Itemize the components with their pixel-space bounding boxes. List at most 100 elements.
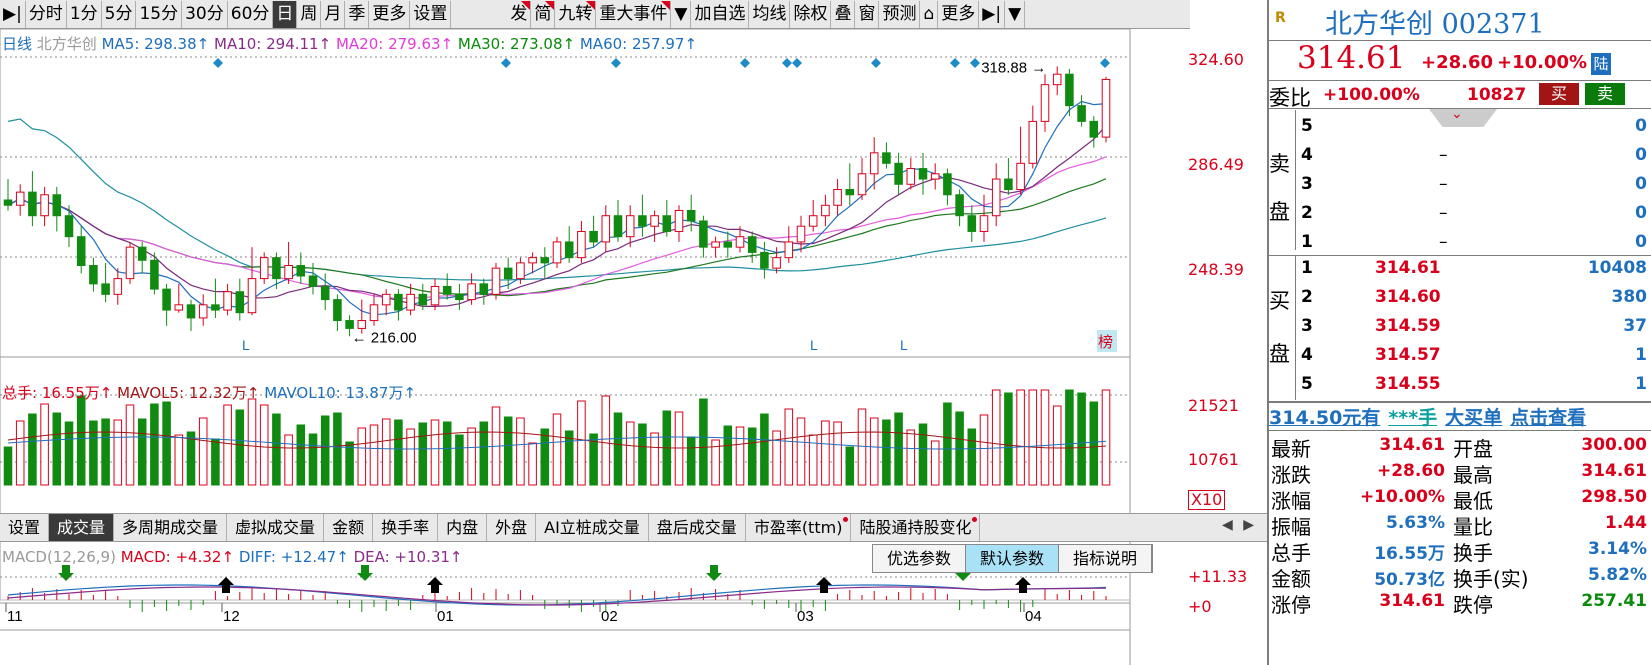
tool-button-2[interactable]: 九转	[555, 0, 597, 28]
toolbar-menu-icon[interactable]: ▶|	[0, 0, 26, 28]
period-tab-2[interactable]: 5分	[102, 0, 137, 28]
total-volume-label: 总手: 16.55万↑	[2, 384, 113, 402]
scroll-right-icon[interactable]: ▶	[1243, 517, 1255, 533]
candle-body	[259, 257, 269, 280]
volume-bar	[418, 422, 428, 486]
period-tab-3[interactable]: 15分	[136, 0, 183, 28]
tool-button-13[interactable]: ▶|	[979, 0, 1006, 28]
tool-button-14[interactable]: ▼	[1005, 0, 1026, 28]
volume-bar	[821, 420, 830, 486]
indicator-tab-1[interactable]: 成交量	[49, 514, 115, 541]
buy-button[interactable]: 买	[1539, 83, 1579, 105]
candle-body	[894, 162, 903, 185]
tool-button-8[interactable]: 叠	[831, 0, 856, 28]
ask-label-top: 卖	[1269, 152, 1290, 176]
period-tab-7[interactable]: 周	[297, 0, 322, 28]
tool-button-6[interactable]: 均线	[749, 0, 791, 28]
current-price: 314.61	[1297, 40, 1406, 76]
indicator-tab-9[interactable]: 盘后成交量	[649, 514, 746, 541]
tool-button-11[interactable]: ⌂	[920, 0, 939, 28]
volume-bar	[467, 427, 476, 486]
candle-body	[320, 285, 330, 301]
tool-button-4[interactable]: ▼	[671, 0, 692, 28]
big-order-item-1[interactable]: ***手	[1388, 407, 1438, 429]
candle-body	[479, 283, 489, 295]
period-tab-9[interactable]: 季	[345, 0, 370, 28]
tool-button-1[interactable]: 简	[531, 0, 556, 28]
indicator-tab-5[interactable]: 换手率	[373, 514, 439, 541]
candle-body	[735, 236, 745, 248]
big-order-item-3[interactable]: 点击查看	[1510, 407, 1587, 429]
candle-body	[64, 215, 74, 238]
volume-bar	[686, 436, 696, 486]
param-button-0[interactable]: 优选参数	[873, 545, 967, 572]
indicator-tab-4[interactable]: 金额	[324, 514, 374, 541]
volume-bar	[125, 404, 135, 486]
volume-bar	[1065, 389, 1074, 486]
period-tab-11[interactable]: 设置	[410, 0, 452, 28]
chevron-down-icon[interactable]: ⌄	[1451, 106, 1463, 122]
indicator-tab-7[interactable]: 外盘	[487, 514, 537, 541]
tool-button-0[interactable]: 发	[507, 0, 532, 28]
tool-button-3[interactable]: 重大事件	[596, 0, 672, 28]
indicator-tab-10[interactable]: 市盈率(ttm)	[746, 514, 852, 541]
period-tab-5[interactable]: 60分	[228, 0, 274, 28]
param-button-1[interactable]: 默认参数	[966, 545, 1060, 572]
indicator-tab-3[interactable]: 虚拟成交量	[227, 514, 325, 541]
kline-chart[interactable]: 318.88 → ← 216.00 L L L 榜 11 12 01 02 03 04	[0, 0, 1190, 665]
sell-button[interactable]: 卖	[1585, 83, 1625, 105]
candle-body	[1077, 105, 1086, 122]
stat-label-right-4: 换手	[1453, 541, 1493, 565]
candle-body	[955, 194, 964, 217]
period-tab-6[interactable]: 日	[273, 0, 298, 28]
ask-price-1: –	[1439, 232, 1448, 252]
tool-button-7[interactable]: 除权	[790, 0, 832, 28]
volume-bar	[894, 412, 903, 486]
volume-bar	[1004, 392, 1013, 486]
volume-axis-top: 21521	[1188, 396, 1239, 415]
period-tab-4[interactable]: 30分	[182, 0, 228, 28]
candle-body	[528, 257, 537, 264]
mavol5-line	[7, 431, 1107, 449]
candle-body	[845, 189, 855, 196]
tool-button-5[interactable]: 加自选	[691, 0, 750, 28]
period-tab-10[interactable]: 更多	[369, 0, 411, 28]
indicator-tab-6[interactable]: 内盘	[438, 514, 488, 541]
candle-body	[162, 288, 171, 311]
tool-button-10[interactable]: 预测	[879, 0, 921, 28]
date-label: 12	[223, 608, 240, 625]
tool-button-12[interactable]: 更多	[938, 0, 980, 28]
volume-bar	[1028, 389, 1038, 486]
big-order-item-0[interactable]: 314.50元有	[1269, 407, 1381, 429]
tab-scroll-arrows[interactable]: ◀ ▶	[1222, 517, 1254, 533]
big-order-item-2[interactable]: 大买单	[1445, 407, 1503, 429]
indicator-tab-11[interactable]: 陆股通持股变化	[851, 514, 981, 541]
param-button-2[interactable]: 指标说明	[1059, 545, 1153, 572]
candle-body	[125, 246, 135, 280]
ask-volume-4: 0	[1635, 145, 1647, 165]
scroll-left-icon[interactable]: ◀	[1222, 517, 1233, 533]
candle-body	[284, 265, 293, 280]
bid-volume-5: 1	[1635, 374, 1647, 394]
indicator-tab-0[interactable]: 设置	[0, 514, 50, 541]
collapse-tab[interactable]	[1429, 109, 1497, 127]
indicator-tab-2[interactable]: 多周期成交量	[114, 514, 228, 541]
indicator-tab-8[interactable]: AI立桩成交量	[536, 514, 649, 541]
candle-body	[186, 304, 196, 319]
candle-body	[15, 191, 25, 206]
ma60-label: MA60: 257.97↑	[579, 35, 698, 53]
low-price-label: ← 216.00	[352, 329, 417, 346]
period-tab-0[interactable]: 分时	[26, 0, 67, 28]
signal-arrow-icon	[58, 565, 74, 581]
period-tab-1[interactable]: 1分	[67, 0, 102, 28]
candle-body	[406, 293, 415, 311]
ma60-line	[7, 118, 1107, 281]
big-order-strip[interactable]: 314.50元有 ***手 大买单 点击查看	[1269, 403, 1651, 430]
period-tab-8[interactable]: 月	[321, 0, 346, 28]
volume-bar	[918, 423, 928, 486]
event-diamond-icon	[1100, 58, 1110, 68]
tool-button-9[interactable]: 窗	[855, 0, 880, 28]
ask-label-bottom: 盘	[1269, 200, 1290, 224]
volume-bar	[1052, 405, 1062, 486]
volume-bar	[869, 417, 879, 486]
